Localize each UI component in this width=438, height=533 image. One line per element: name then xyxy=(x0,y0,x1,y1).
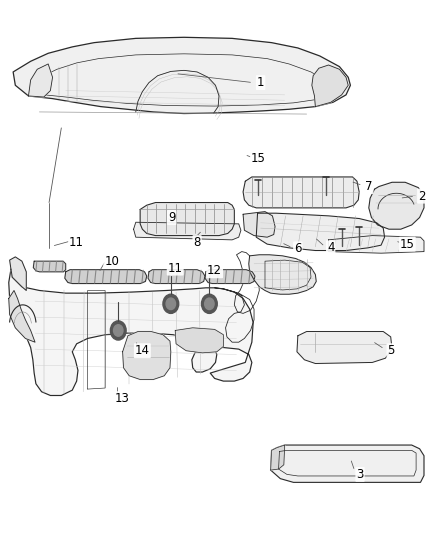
Polygon shape xyxy=(205,270,255,284)
Text: 14: 14 xyxy=(135,344,150,357)
Polygon shape xyxy=(297,332,392,364)
Circle shape xyxy=(166,298,176,310)
Polygon shape xyxy=(65,270,147,284)
Text: 5: 5 xyxy=(388,344,395,357)
Polygon shape xyxy=(134,222,241,240)
Polygon shape xyxy=(9,290,35,342)
Polygon shape xyxy=(271,445,285,470)
Text: 15: 15 xyxy=(251,152,266,165)
Text: 4: 4 xyxy=(327,241,335,254)
Polygon shape xyxy=(312,65,348,107)
Text: 9: 9 xyxy=(168,211,176,224)
Polygon shape xyxy=(10,257,26,290)
Polygon shape xyxy=(328,236,424,253)
Circle shape xyxy=(201,294,217,313)
Polygon shape xyxy=(256,213,385,251)
Polygon shape xyxy=(369,182,424,229)
Polygon shape xyxy=(140,203,234,236)
Text: 7: 7 xyxy=(365,180,373,193)
Text: 8: 8 xyxy=(194,236,201,249)
Text: 1: 1 xyxy=(257,76,265,89)
Circle shape xyxy=(113,325,123,336)
Polygon shape xyxy=(33,261,66,272)
Circle shape xyxy=(163,294,179,313)
Polygon shape xyxy=(243,177,359,208)
Polygon shape xyxy=(175,328,223,353)
Text: 10: 10 xyxy=(104,255,119,268)
Text: 6: 6 xyxy=(294,243,302,255)
Text: 2: 2 xyxy=(418,190,426,203)
Text: 11: 11 xyxy=(69,236,84,249)
Circle shape xyxy=(110,321,126,340)
Polygon shape xyxy=(148,270,205,284)
Polygon shape xyxy=(123,332,171,379)
Text: 3: 3 xyxy=(357,468,364,481)
Circle shape xyxy=(205,298,214,310)
Polygon shape xyxy=(13,37,350,114)
Text: 12: 12 xyxy=(207,264,222,277)
Polygon shape xyxy=(243,212,275,237)
Polygon shape xyxy=(249,255,316,294)
Text: 13: 13 xyxy=(114,392,129,405)
Text: 15: 15 xyxy=(400,238,415,251)
Polygon shape xyxy=(9,269,253,395)
Polygon shape xyxy=(28,64,53,97)
Text: 11: 11 xyxy=(168,262,183,274)
Polygon shape xyxy=(271,445,424,482)
